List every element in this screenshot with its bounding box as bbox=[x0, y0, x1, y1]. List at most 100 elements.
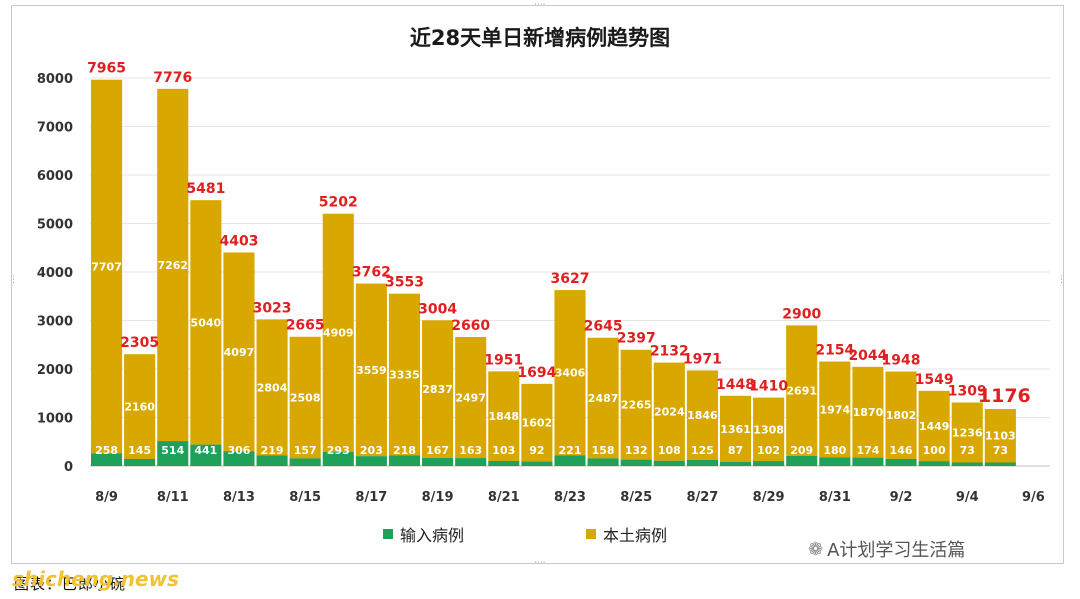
data-label-imported: 145 bbox=[128, 444, 151, 457]
data-label-local: 1846 bbox=[687, 409, 718, 422]
resize-handle-left[interactable]: ⋮ bbox=[9, 275, 18, 285]
bar-imported bbox=[918, 461, 950, 466]
bar-local bbox=[190, 200, 222, 445]
bar-local bbox=[885, 371, 917, 459]
bar-imported bbox=[885, 458, 917, 466]
bar-local bbox=[719, 395, 752, 462]
resize-handle-bottom[interactable]: ···· bbox=[534, 558, 546, 568]
bar-imported bbox=[422, 457, 454, 466]
bar-local bbox=[422, 320, 454, 458]
bar-imported bbox=[455, 458, 487, 466]
data-label-total: 3553 bbox=[385, 275, 424, 291]
bar-imported bbox=[521, 461, 553, 466]
data-label-imported: 163 bbox=[459, 444, 482, 457]
legend-item-local[interactable]: 本土病例 bbox=[586, 522, 667, 546]
data-label-imported: 73 bbox=[993, 444, 1008, 457]
data-label-imported: 132 bbox=[625, 444, 648, 457]
bar-local bbox=[488, 371, 520, 462]
bar-local bbox=[686, 370, 718, 460]
bar-local bbox=[322, 213, 354, 452]
bar-imported bbox=[256, 455, 288, 466]
data-label-imported: 157 bbox=[294, 444, 317, 457]
data-label-imported: 218 bbox=[393, 444, 416, 457]
x-tick-label: 8/29 bbox=[753, 490, 785, 505]
bar-imported bbox=[388, 455, 421, 466]
chart-title: 近28天单日新增病例趋势图 bbox=[409, 26, 671, 50]
data-label-local: 1103 bbox=[985, 430, 1016, 443]
data-label-local: 1870 bbox=[853, 406, 884, 419]
x-tick-label: 8/13 bbox=[223, 490, 255, 505]
data-label-total: 2660 bbox=[451, 318, 490, 334]
wechat-account-watermark: ❁ A计划学习生活篇 bbox=[808, 536, 965, 562]
data-label-imported: 108 bbox=[658, 444, 681, 457]
data-label-local: 1802 bbox=[886, 409, 917, 422]
data-label-imported: 293 bbox=[327, 444, 350, 457]
bar-imported bbox=[719, 461, 752, 466]
bar-imported bbox=[852, 457, 884, 466]
data-label-local: 2487 bbox=[588, 392, 619, 405]
data-label-imported: 441 bbox=[194, 444, 217, 457]
bar-local bbox=[355, 283, 387, 457]
y-tick-label: 4000 bbox=[37, 266, 73, 281]
data-label-total: 1410 bbox=[749, 379, 788, 395]
y-tick-label: 3000 bbox=[37, 315, 73, 330]
bar-local bbox=[587, 337, 619, 459]
resize-handle-right[interactable]: ⋮ bbox=[1057, 275, 1066, 285]
data-label-local: 3559 bbox=[356, 364, 387, 377]
data-label-imported: 209 bbox=[790, 444, 813, 457]
bar-imported bbox=[223, 451, 255, 466]
data-label-total: 5481 bbox=[186, 181, 225, 197]
bar-imported bbox=[289, 458, 321, 466]
data-label-local: 2160 bbox=[124, 401, 155, 414]
y-tick-label: 6000 bbox=[37, 169, 73, 184]
data-label-total: 2645 bbox=[584, 319, 623, 335]
data-label-local: 4909 bbox=[323, 327, 354, 340]
data-label-local: 1602 bbox=[522, 417, 553, 430]
bar-local bbox=[223, 252, 255, 452]
bar-local bbox=[124, 354, 156, 459]
data-label-local: 1449 bbox=[919, 420, 950, 433]
y-tick-label: 7000 bbox=[37, 121, 73, 136]
data-label-local: 1308 bbox=[753, 423, 784, 436]
data-label-imported: 180 bbox=[823, 444, 846, 457]
x-tick-label: 8/19 bbox=[422, 490, 454, 505]
data-label-local: 7707 bbox=[91, 261, 122, 274]
bar-local bbox=[157, 88, 189, 442]
legend-label-imported: 输入病例 bbox=[400, 526, 465, 545]
data-label-imported: 158 bbox=[592, 444, 615, 457]
data-label-imported: 102 bbox=[757, 444, 780, 457]
data-label-local: 1974 bbox=[820, 403, 851, 416]
bar-imported bbox=[951, 462, 983, 466]
data-label-total: 1309 bbox=[948, 384, 987, 400]
y-tick-label: 0 bbox=[64, 460, 73, 475]
data-label-local: 2497 bbox=[455, 392, 486, 405]
bar-local bbox=[653, 362, 685, 461]
bar-imported bbox=[91, 453, 123, 466]
data-label-total: 4403 bbox=[219, 233, 258, 249]
wechat-icon: ❁ bbox=[808, 538, 824, 560]
data-label-total: 5202 bbox=[319, 195, 358, 211]
x-tick-label: 8/9 bbox=[95, 490, 118, 505]
legend-item-imported[interactable]: 输入病例 bbox=[383, 522, 464, 546]
x-tick-label: 8/17 bbox=[355, 490, 387, 505]
data-label-total: 2132 bbox=[650, 344, 689, 360]
bar-imported bbox=[984, 462, 1016, 466]
data-label-total: 2397 bbox=[617, 331, 656, 347]
data-label-total: 3627 bbox=[551, 271, 590, 287]
data-label-total: 3023 bbox=[253, 300, 292, 316]
data-label-total: 7965 bbox=[87, 61, 126, 77]
y-tick-label: 8000 bbox=[37, 72, 73, 87]
data-label-imported: 92 bbox=[529, 444, 544, 457]
data-label-total: 1549 bbox=[915, 372, 954, 388]
bar-imported bbox=[488, 461, 520, 466]
data-label-imported: 100 bbox=[923, 444, 946, 457]
chart-source-caption: 图表：巴郎小碗 bbox=[14, 575, 127, 593]
x-tick-label: 9/2 bbox=[890, 490, 913, 505]
bars bbox=[91, 79, 1016, 466]
data-label-local: 2837 bbox=[422, 383, 453, 396]
data-label-local: 5040 bbox=[191, 316, 222, 329]
data-label-total: 2044 bbox=[848, 348, 887, 364]
data-label-imported: 167 bbox=[426, 444, 449, 457]
resize-handle-top[interactable]: ···· bbox=[534, 0, 546, 10]
